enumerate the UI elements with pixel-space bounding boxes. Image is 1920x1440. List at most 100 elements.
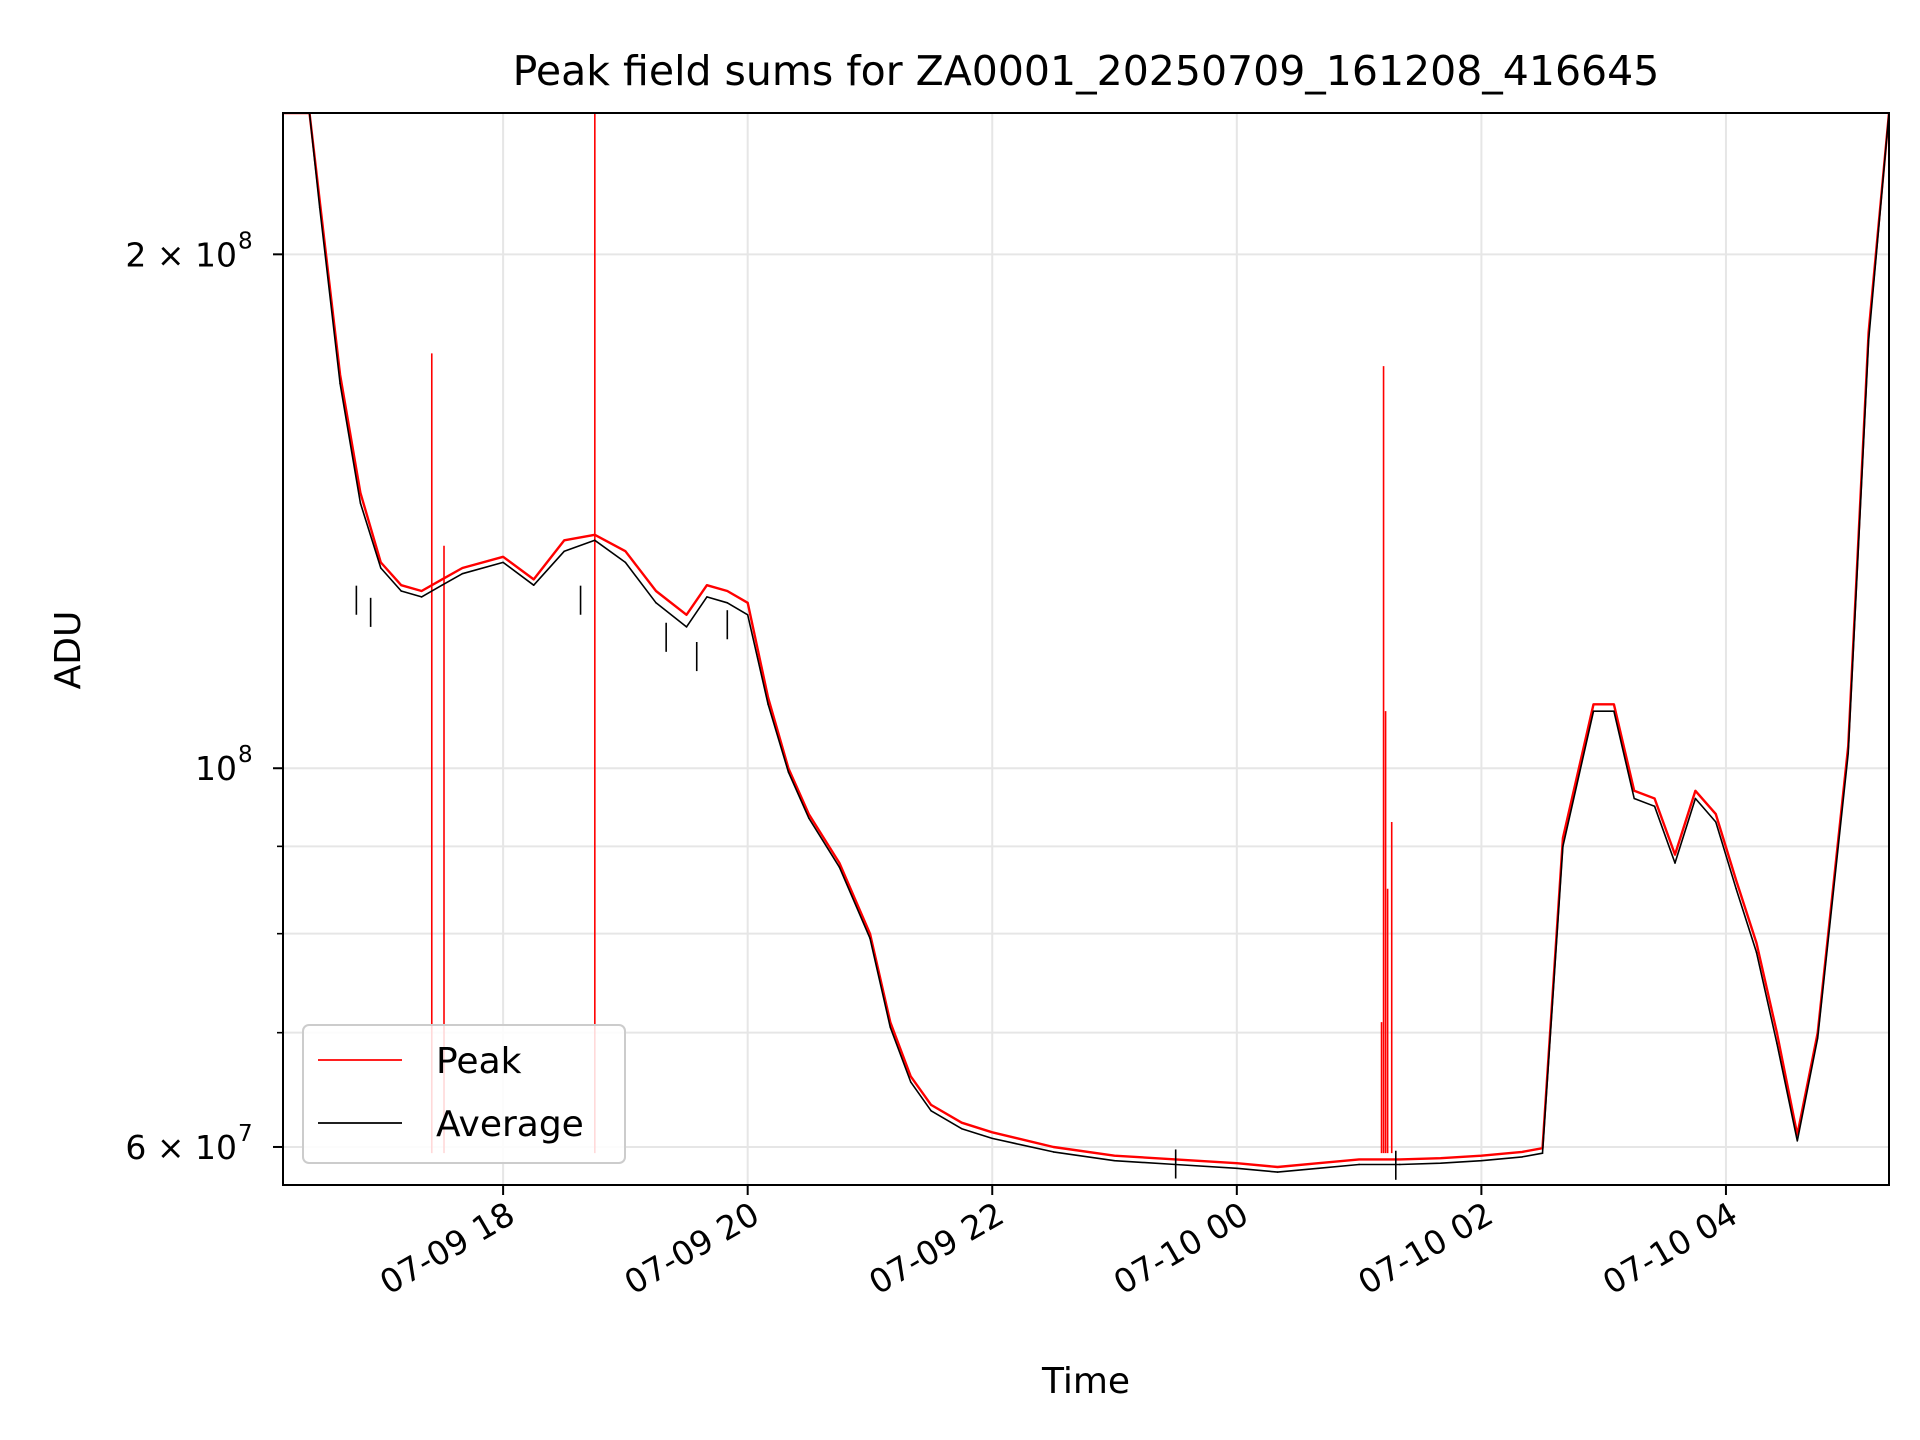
data-point-average	[594, 539, 596, 542]
y-tick-label: 10	[195, 749, 237, 788]
data-point-average	[1317, 1167, 1320, 1170]
data-point-average	[1562, 845, 1564, 848]
data-point-peak	[930, 1104, 932, 1106]
data-point-average	[1236, 1167, 1238, 1170]
data-point-peak	[359, 491, 362, 494]
data-point-average	[869, 937, 871, 940]
data-point-average	[1480, 1159, 1483, 1162]
data-point-peak	[532, 578, 535, 581]
data-point-peak	[1633, 790, 1636, 792]
data-point-peak	[1439, 1157, 1442, 1159]
data-point-peak	[1399, 1158, 1401, 1161]
series-line-peak	[283, 113, 1889, 1169]
data-point-average	[532, 584, 535, 587]
data-point-average	[1613, 710, 1615, 712]
data-point-average	[1358, 1163, 1360, 1166]
data-point-average	[1633, 797, 1636, 800]
data-point-peak	[655, 590, 657, 592]
data-point-peak	[563, 539, 566, 542]
data-point-peak	[420, 590, 423, 592]
data-point-average	[624, 561, 627, 564]
data-point-peak	[1358, 1158, 1360, 1161]
legend-label-average: Average	[436, 1104, 584, 1145]
data-point-average	[1674, 862, 1676, 864]
y-tick-label: 2 × 10	[125, 235, 237, 274]
data-point-average	[1052, 1151, 1055, 1153]
data-point-average	[909, 1081, 912, 1083]
data-point-peak	[1592, 703, 1595, 706]
data-point-average	[685, 626, 688, 628]
data-point-peak	[380, 561, 382, 564]
data-point-peak	[1521, 1151, 1523, 1153]
data-point-peak	[1317, 1162, 1320, 1165]
data-point-average	[991, 1137, 994, 1140]
data-point-average	[838, 866, 841, 869]
data-point-peak	[1276, 1166, 1279, 1168]
data-point-average	[1113, 1159, 1116, 1162]
data-point-average	[461, 572, 464, 575]
data-point-average	[1816, 1037, 1819, 1039]
data-point-peak	[1613, 703, 1615, 706]
data-point-peak	[1714, 813, 1717, 815]
y-tick-label-exponent: 7	[238, 1121, 253, 1147]
data-point-peak	[1562, 837, 1564, 839]
data-point-average	[1776, 1042, 1778, 1045]
data-point-average	[441, 584, 443, 587]
data-point-average	[359, 502, 362, 504]
data-point-average	[1439, 1162, 1442, 1165]
data-point-peak	[1755, 942, 1758, 944]
data-point-average	[318, 206, 321, 209]
data-point-peak	[1694, 790, 1697, 792]
data-point-average	[1541, 1152, 1544, 1154]
x-axis-label: Time	[1041, 1361, 1130, 1402]
data-point-average	[1867, 339, 1870, 342]
data-point-average	[930, 1109, 932, 1112]
data-point-peak	[706, 584, 708, 587]
data-point-peak	[400, 584, 403, 587]
y-tick-label-exponent: 8	[238, 228, 253, 254]
data-point-average	[1276, 1171, 1279, 1173]
data-point-peak	[1653, 797, 1656, 800]
data-point-peak	[441, 578, 443, 581]
legend-label-peak: Peak	[436, 1041, 522, 1082]
data-point-peak	[909, 1075, 912, 1078]
data-point-peak	[991, 1131, 994, 1134]
data-point-peak	[461, 567, 464, 569]
data-point-peak	[869, 932, 871, 935]
data-point-average	[787, 771, 790, 773]
data-point-average	[706, 596, 708, 598]
series-line-average	[283, 113, 1889, 1173]
data-point-peak	[624, 550, 627, 553]
data-point-peak	[808, 813, 810, 815]
plot-frame	[282, 112, 1890, 1186]
data-point-average	[808, 817, 810, 819]
data-point-average	[380, 567, 382, 569]
data-point-peak	[685, 613, 688, 616]
data-point-average	[655, 601, 657, 604]
data-point-average	[1521, 1156, 1523, 1158]
grid	[283, 113, 1889, 1185]
y-tick-label: 6 × 10	[125, 1128, 237, 1167]
data-point-average	[746, 613, 749, 616]
data-point-average	[1399, 1163, 1401, 1166]
data-point-average	[400, 590, 403, 592]
chart-title: Peak field sums for ZA0001_20250709_1612…	[513, 47, 1660, 95]
legend: Peak Average	[302, 1024, 626, 1164]
data-point-average	[1755, 951, 1758, 954]
data-point-average	[1592, 710, 1595, 712]
data-point-average	[563, 550, 566, 553]
data-point-average	[1653, 805, 1656, 808]
data-point-average	[420, 596, 423, 598]
data-point-average	[1735, 887, 1737, 890]
data-point-peak	[502, 556, 504, 558]
data-point-peak	[1674, 853, 1676, 856]
data-point-peak	[1052, 1146, 1055, 1148]
data-point-peak	[1113, 1154, 1116, 1157]
data-point-average	[502, 561, 504, 564]
data-point-average	[1694, 797, 1697, 800]
data-point-average	[1847, 752, 1850, 755]
data-point-average	[767, 703, 769, 706]
data-point-average	[1714, 821, 1717, 823]
